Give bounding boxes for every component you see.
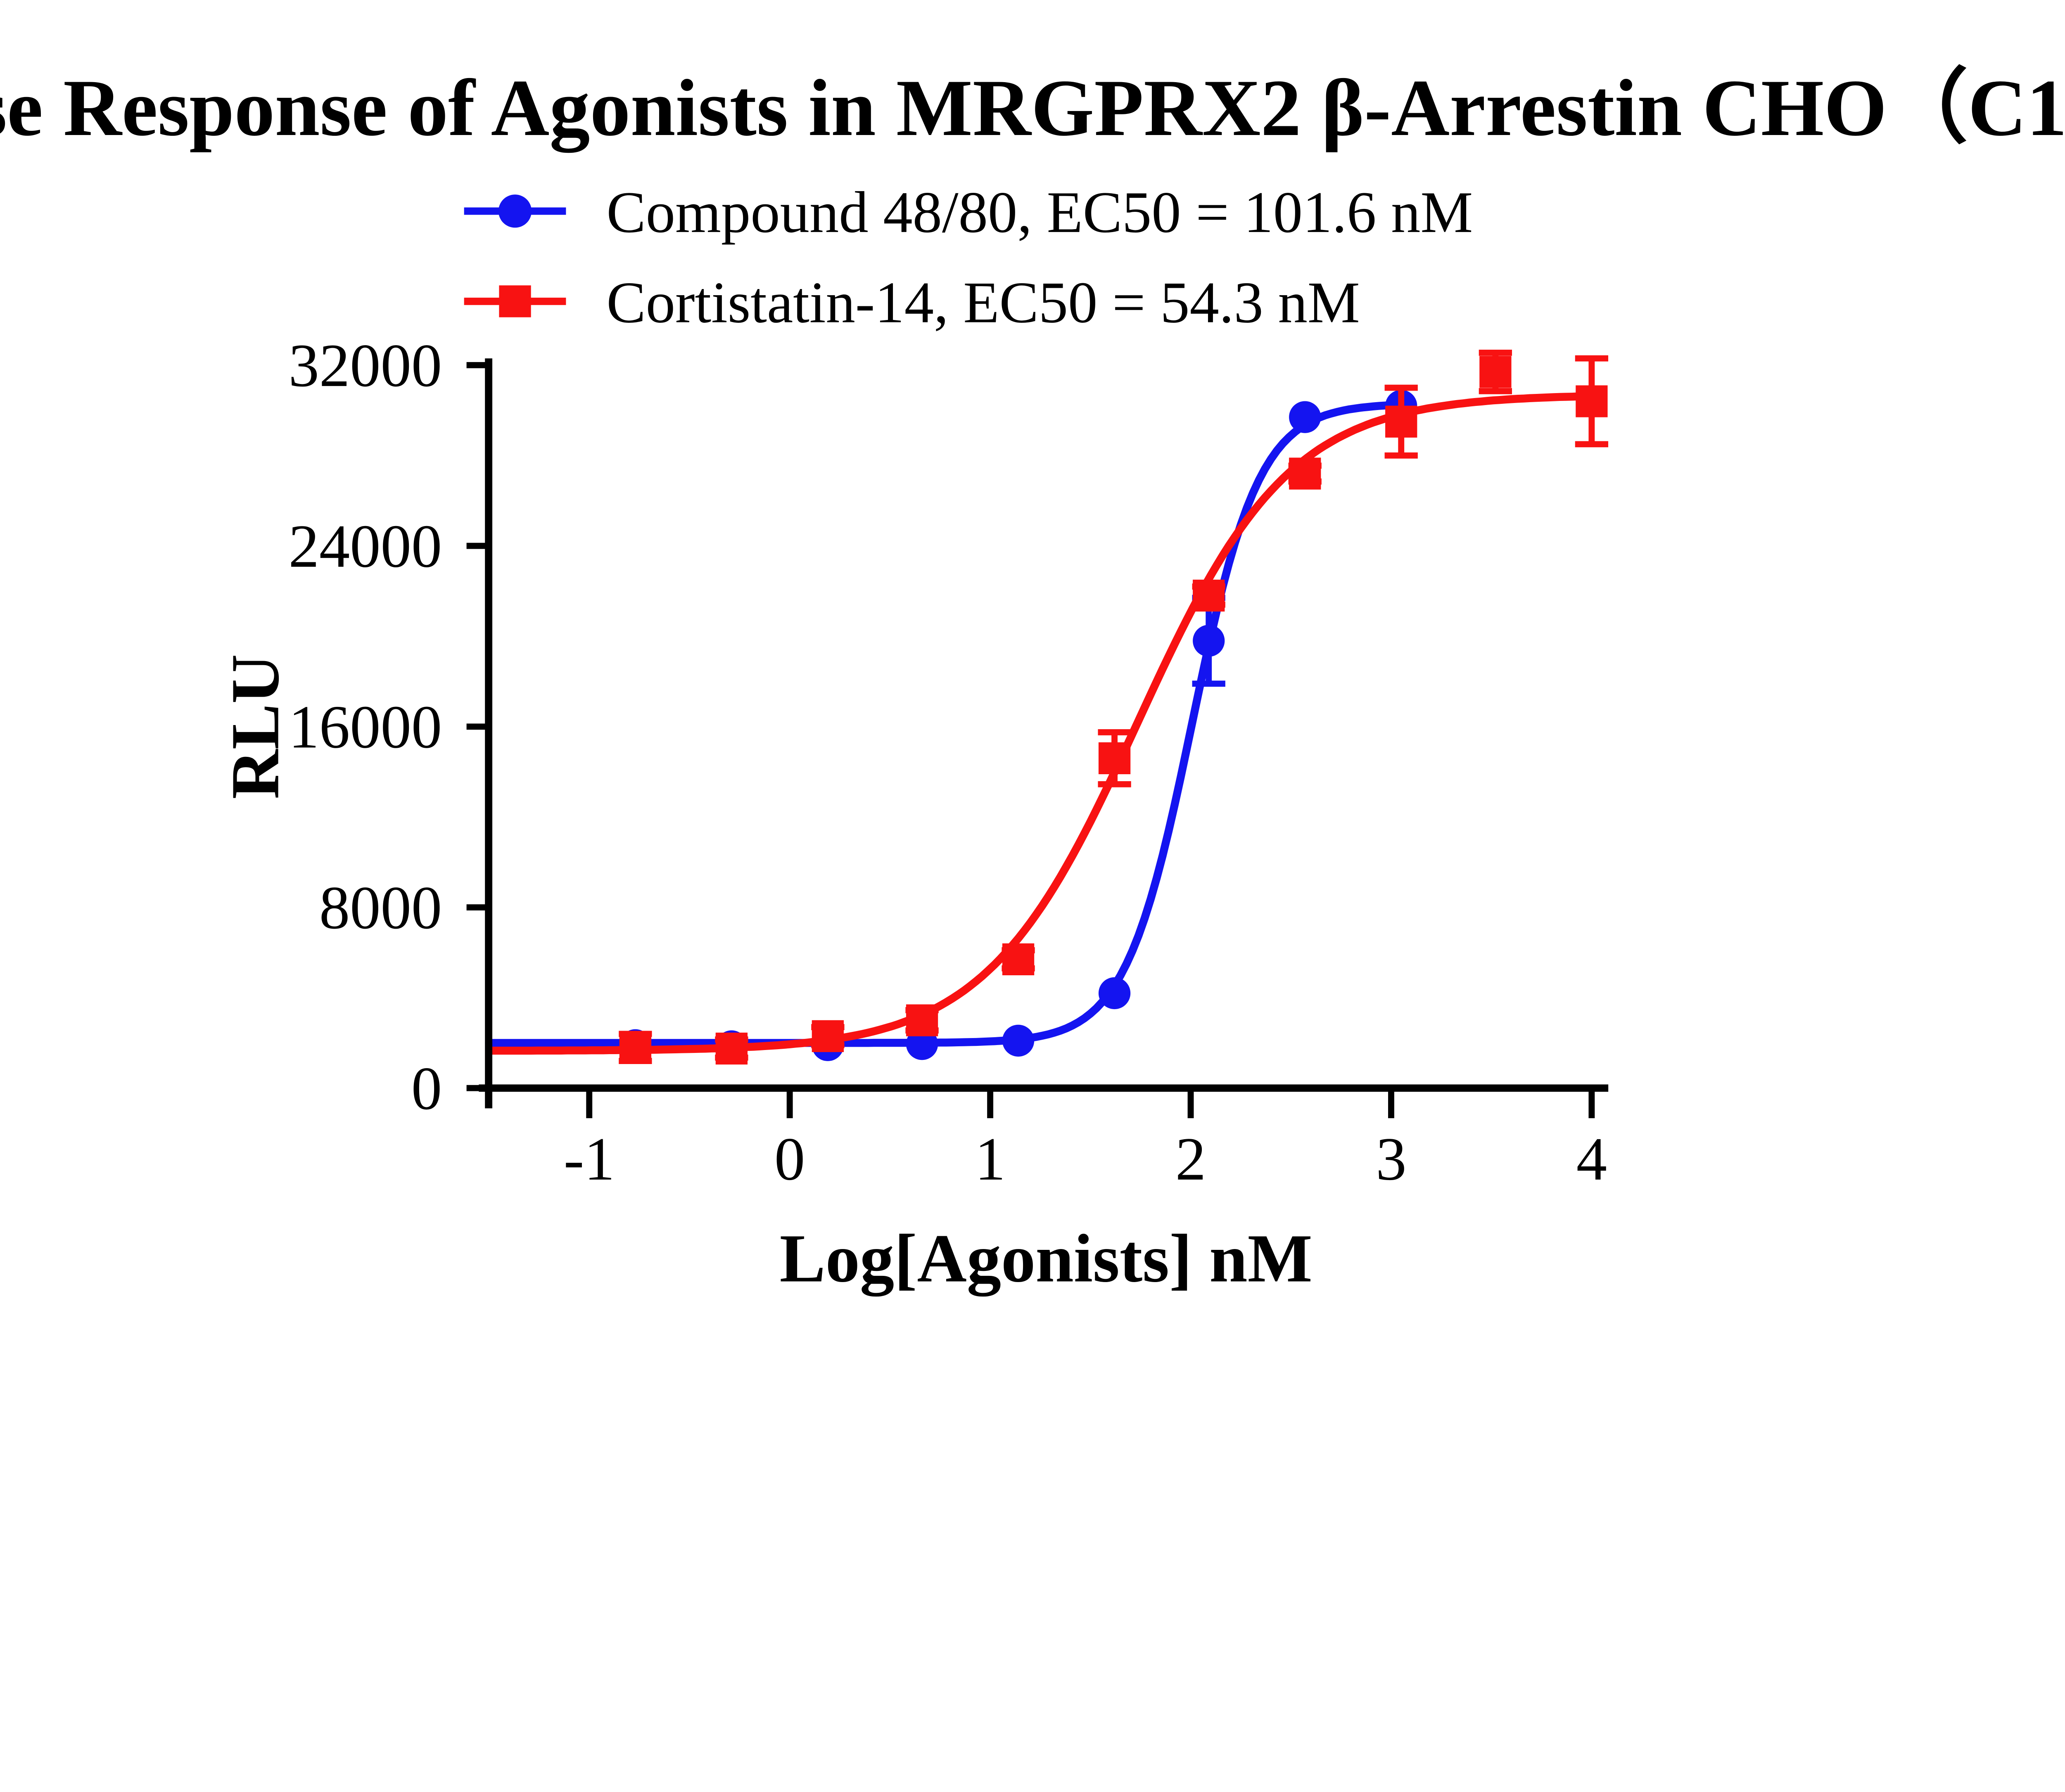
y-tick-label: 32000 [289,332,442,400]
square-marker-icon [1193,579,1225,612]
x-tick-label: 4 [1576,1126,1607,1193]
circle-marker-icon [1289,401,1321,433]
y-axis-label: RLU [218,654,294,799]
y-tick-label: 16000 [289,693,442,761]
circle-marker-icon [1098,977,1131,1010]
x-tick-label: 0 [774,1126,805,1193]
square-marker-icon [715,1032,748,1065]
dose-response-figure: Dose Response of Agonists in MRGPRX2 β-A… [0,63,2065,1297]
dose-response-chart: Dose Response of Agonists in MRGPRX2 β-A… [0,63,2065,1297]
circle-marker-icon [1193,625,1225,657]
x-tick-label: 1 [975,1126,1005,1193]
square-marker-icon [812,1020,844,1052]
square-marker-icon [1098,742,1131,775]
square-marker-icon [1576,385,1608,417]
x-tick-label: -1 [564,1126,615,1193]
chart-title: Dose Response of Agonists in MRGPRX2 β-A… [0,63,2065,153]
y-tick-label: 24000 [289,513,442,581]
cortistatin-14-series [485,349,1609,1065]
legend-item-cortistatin-14: Cortistatin-14, EC50 = 54.3 nM [464,270,1360,335]
square-marker-icon [1385,405,1417,438]
circle-marker-icon [1002,1024,1035,1057]
fit-curve [485,392,1606,1055]
plot-area: 0 8000 16000 24000 32000 -1 0 1 2 3 4 [289,332,1609,1193]
x-tick-label: 2 [1175,1126,1206,1193]
y-tick-label: 8000 [319,874,442,942]
y-axis-ticks: 0 8000 16000 24000 32000 [289,332,489,1123]
square-marker-icon [499,285,531,318]
series-layer [485,349,1609,1065]
legend: Compound 48/80, EC50 = 101.6 nM Cortista… [464,180,1473,335]
square-marker-icon [619,1031,652,1064]
y-tick-label: 0 [411,1055,442,1123]
circle-marker-icon [498,194,532,228]
compound-48-80-series [485,390,1417,1062]
x-axis-label: Log[Agonists] nM [780,1221,1313,1297]
square-marker-icon [1289,457,1321,490]
square-marker-icon [906,1004,938,1036]
square-marker-icon [1002,943,1035,976]
legend-label-compound-4880: Compound 48/80, EC50 = 101.6 nM [606,180,1473,245]
x-axis-ticks: -1 0 1 2 3 4 [564,1087,1607,1193]
x-tick-label: 3 [1376,1126,1406,1193]
square-marker-icon [1479,356,1512,388]
legend-item-compound-4880: Compound 48/80, EC50 = 101.6 nM [464,180,1473,245]
legend-label-cortistatin-14: Cortistatin-14, EC50 = 54.3 nM [606,270,1360,335]
